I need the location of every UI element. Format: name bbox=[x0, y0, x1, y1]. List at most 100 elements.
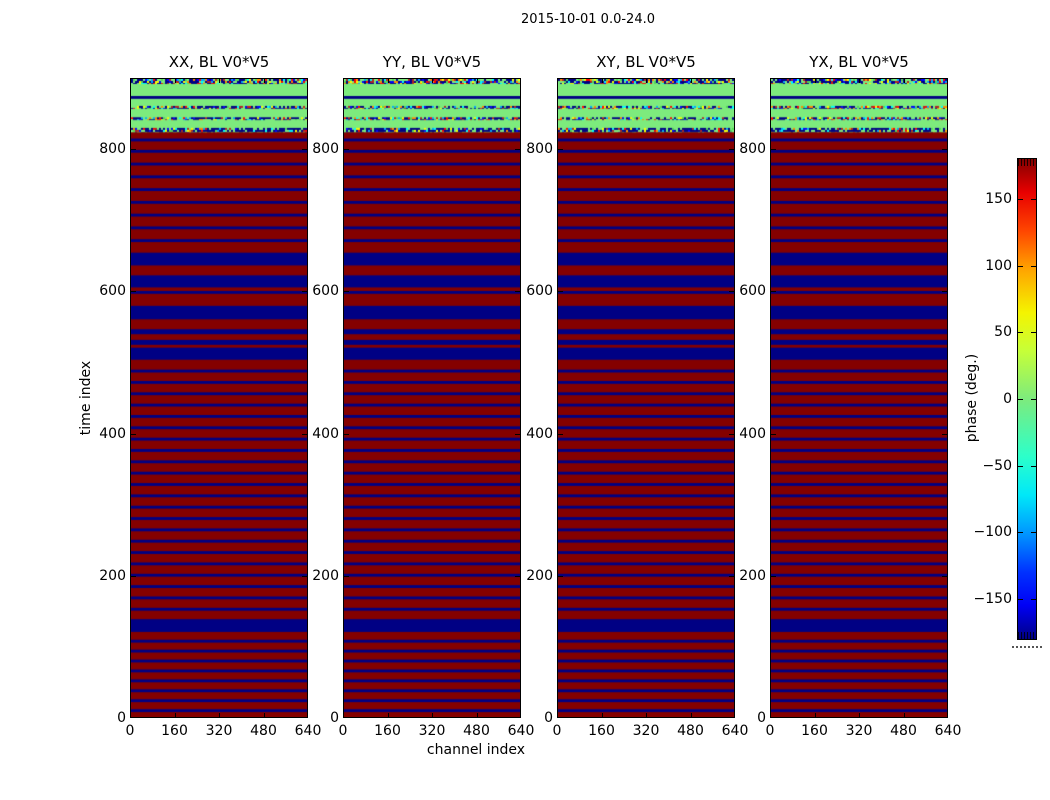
y-tick-mark-left bbox=[131, 576, 136, 577]
y-tick-mark-right bbox=[729, 291, 734, 292]
colorbar-underrange-hatch bbox=[1018, 632, 1036, 639]
x-tick-label: 640 bbox=[507, 723, 535, 739]
y-tick-label: 400 bbox=[526, 425, 553, 442]
y-tick-mark-right bbox=[942, 434, 947, 435]
y-tick-mark-right bbox=[515, 149, 520, 150]
y-tick-mark-left bbox=[131, 149, 136, 150]
heatmap-canvas-xx bbox=[131, 79, 307, 717]
y-tick-mark-right bbox=[302, 434, 307, 435]
y-tick-mark-left bbox=[344, 434, 349, 435]
heatmap-canvas-yx bbox=[771, 79, 947, 717]
x-tick-mark-top bbox=[432, 79, 433, 83]
heatmap-panel-yx bbox=[770, 78, 948, 718]
colorbar-tick-mark bbox=[1031, 199, 1036, 200]
heatmap-canvas-yy bbox=[344, 79, 520, 717]
x-tick-label: 480 bbox=[890, 723, 917, 739]
x-axis-label: channel index bbox=[426, 742, 526, 758]
x-tick-mark-bottom bbox=[815, 713, 816, 717]
x-tick-mark-bottom bbox=[264, 713, 265, 717]
x-tick-mark-bottom bbox=[477, 713, 478, 717]
y-tick-mark-right bbox=[515, 434, 520, 435]
y-tick-mark-right bbox=[515, 291, 520, 292]
x-tick-mark-bottom bbox=[432, 713, 433, 717]
y-tick-mark-left bbox=[558, 291, 563, 292]
colorbar-tick-mark bbox=[1018, 599, 1023, 600]
y-tick-label: 600 bbox=[526, 283, 553, 300]
y-tick-mark-left bbox=[771, 576, 776, 577]
y-tick-mark-right bbox=[942, 576, 947, 577]
y-tick-mark-right bbox=[942, 149, 947, 150]
colorbar-overrange-hatch bbox=[1018, 159, 1036, 166]
x-tick-mark-bottom bbox=[691, 713, 692, 717]
y-tick-mark-right bbox=[729, 576, 734, 577]
y-tick-label: 800 bbox=[312, 141, 339, 158]
y-tick-mark-right bbox=[515, 576, 520, 577]
colorbar-dotted-line bbox=[1012, 646, 1042, 648]
x-tick-mark-top bbox=[219, 79, 220, 83]
y-axis-label: time index bbox=[78, 360, 94, 436]
x-tick-mark-top bbox=[602, 79, 603, 83]
x-tick-label: 320 bbox=[418, 723, 446, 739]
y-tick-mark-left bbox=[131, 434, 136, 435]
colorbar-tick-mark bbox=[1018, 266, 1023, 267]
colorbar-tick-mark bbox=[1018, 332, 1023, 333]
panel-title-yy: YY, BL V0*V5 bbox=[382, 53, 482, 71]
y-tick-mark-left bbox=[558, 576, 563, 577]
y-tick-mark-left bbox=[558, 434, 563, 435]
colorbar-tick-label: −100 bbox=[973, 524, 1012, 541]
x-tick-label: 160 bbox=[161, 723, 188, 739]
colorbar-tick-mark bbox=[1031, 332, 1036, 333]
figure-title: 2015-10-01 0.0-24.0 bbox=[521, 12, 655, 27]
y-tick-mark-right bbox=[942, 291, 947, 292]
y-tick-label: 0 bbox=[117, 710, 126, 726]
colorbar-tick-label: 150 bbox=[985, 191, 1012, 207]
x-tick-label: 640 bbox=[294, 723, 322, 739]
x-tick-mark-bottom bbox=[219, 713, 220, 717]
colorbar-tick-mark bbox=[1031, 532, 1036, 533]
y-tick-mark-left bbox=[344, 291, 349, 292]
colorbar-tick-mark bbox=[1018, 199, 1023, 200]
y-tick-label: 400 bbox=[312, 425, 339, 442]
panel-group-yy: YY, BL V0*V5 0 160 320 480 640 0 200 400 600 800 bbox=[312, 53, 534, 739]
x-tick-mark-bottom bbox=[175, 713, 176, 717]
colorbar-tick-mark bbox=[1018, 399, 1023, 400]
y-tick-mark-right bbox=[729, 149, 734, 150]
panel-group-yx: YX, BL V0*V5 0 160 320 480 640 0 200 400 600 800 bbox=[739, 53, 961, 739]
colorbar-tick-mark bbox=[1018, 466, 1023, 467]
x-tick-mark-top bbox=[175, 79, 176, 83]
x-tick-label: 320 bbox=[845, 723, 873, 739]
y-tick-mark-right bbox=[302, 576, 307, 577]
y-tick-label: 600 bbox=[312, 283, 339, 300]
colorbar-tick-mark bbox=[1031, 599, 1036, 600]
y-tick-label: 800 bbox=[526, 141, 553, 158]
colorbar-tick-mark bbox=[1031, 266, 1036, 267]
x-tick-mark-top bbox=[477, 79, 478, 83]
colorbar-tick-mark bbox=[1018, 532, 1023, 533]
y-tick-mark-left bbox=[771, 434, 776, 435]
y-tick-label: 600 bbox=[739, 283, 766, 300]
y-tick-label: 0 bbox=[757, 710, 766, 726]
x-tick-label: 480 bbox=[463, 723, 490, 739]
x-tick-mark-top bbox=[815, 79, 816, 83]
y-tick-label: 0 bbox=[330, 710, 339, 726]
y-tick-label: 400 bbox=[739, 425, 766, 442]
colorbar-tick-label: 0 bbox=[1003, 391, 1012, 407]
panel-title-xy: XY, BL V0*V5 bbox=[596, 53, 696, 71]
colorbar-tick-label: 100 bbox=[985, 257, 1012, 274]
heatmap-canvas-xy bbox=[558, 79, 734, 717]
x-tick-mark-top bbox=[904, 79, 905, 83]
x-tick-label: 480 bbox=[250, 723, 277, 739]
x-tick-mark-top bbox=[264, 79, 265, 83]
x-tick-label: 320 bbox=[632, 723, 660, 739]
y-tick-mark-left bbox=[131, 291, 136, 292]
y-tick-label: 0 bbox=[544, 710, 553, 726]
heatmap-panel-xy bbox=[557, 78, 735, 718]
y-tick-label: 600 bbox=[99, 283, 126, 300]
x-tick-label: 480 bbox=[677, 723, 704, 739]
panel-group-xx: XX, BL V0*V5 0 160 320 480 640 0 200 400 600 800 bbox=[99, 53, 321, 739]
y-tick-mark-left bbox=[771, 291, 776, 292]
colorbar-tick-label: −150 bbox=[973, 591, 1012, 607]
y-tick-label: 200 bbox=[739, 567, 766, 584]
y-tick-label: 800 bbox=[739, 141, 766, 158]
